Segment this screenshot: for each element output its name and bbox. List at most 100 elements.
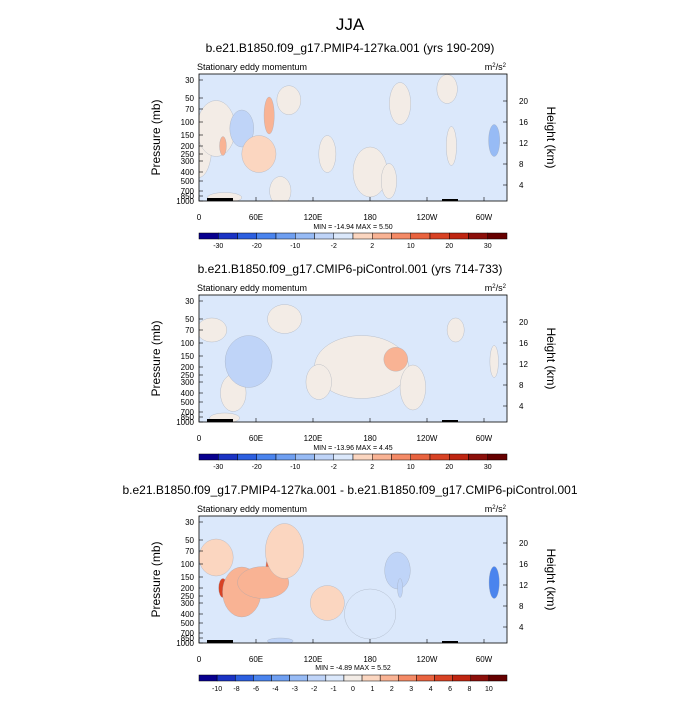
x-tick-label: 60W	[476, 213, 493, 222]
colorbar-box	[295, 232, 315, 240]
y-tick-label: 500	[181, 398, 195, 407]
topography-mask	[442, 199, 458, 201]
colorbar-label: 6	[448, 686, 452, 693]
y-tick-label: 100	[181, 339, 195, 348]
field-contours	[199, 74, 500, 201]
field-blob	[305, 364, 332, 400]
y-axis-title: Pressure (mb)	[149, 541, 163, 617]
field-blob	[267, 637, 294, 643]
field-blob	[488, 124, 500, 157]
colorbar-label: -4	[272, 686, 278, 693]
panel-title: b.e21.B1850.f09_g17.PMIP4-127ka.001 (yrs…	[206, 41, 495, 55]
field-blob	[344, 588, 396, 640]
colorbar-box	[314, 453, 334, 461]
units-label: m2/s2	[485, 283, 507, 293]
field-blob	[199, 317, 227, 343]
field-blob	[219, 136, 227, 156]
field-blob	[383, 347, 408, 372]
min-max-stats: MIN = -14.94 MAX = 5.50	[313, 224, 392, 231]
min-max-stats: MIN = -13.96 MAX = 4.45	[313, 445, 392, 452]
field-blob	[263, 96, 275, 135]
y-tick-label: 200	[181, 584, 195, 593]
y-tick-label: 850	[181, 413, 195, 422]
colorbar-box	[237, 232, 257, 240]
y-tick-label: 1000	[176, 197, 194, 206]
panel-1: b.e21.B1850.f09_g17.PMIP4-127ka.001 (yrs…	[149, 41, 558, 250]
y-right-tick-label: 8	[519, 602, 524, 611]
colorbar-box	[198, 453, 219, 461]
colorbar-label: 10	[407, 464, 415, 471]
y-tick-label: 250	[181, 150, 195, 159]
plot-frame	[198, 294, 508, 423]
colorbar-label: 3	[409, 686, 413, 693]
x-tick-label: 60W	[476, 655, 493, 664]
y-right-tick-label: 8	[519, 381, 524, 390]
page-title: JJA	[336, 15, 365, 34]
field-blob	[381, 163, 397, 199]
y-right-tick-label: 16	[519, 339, 528, 348]
y-axis-title: Pressure (mb)	[149, 320, 163, 396]
colorbar-label: 10	[407, 243, 415, 250]
x-tick-label: 120E	[304, 434, 323, 443]
panel-subtitle: Stationary eddy momentum	[197, 62, 307, 72]
colorbar-label: -20	[252, 243, 262, 250]
colorbar-box	[218, 453, 238, 461]
colorbar: -30 -20 -10 -2 2 10 20 30	[198, 232, 508, 250]
colorbar-label: 2	[370, 464, 374, 471]
y-tick-label: 300	[181, 599, 195, 608]
colorbar-box	[307, 674, 327, 682]
y-tick-label: 700	[181, 408, 195, 417]
colorbar-box	[216, 674, 236, 682]
panel-3: b.e21.B1850.f09_g17.PMIP4-127ka.001 - b.…	[123, 483, 578, 693]
colorbar-label: -20	[252, 464, 262, 471]
y-tick-label: 250	[181, 592, 195, 601]
colorbar-box	[398, 674, 417, 682]
y-tick-label: 700	[181, 629, 195, 638]
field-blob	[318, 135, 337, 173]
topography-mask	[442, 641, 458, 643]
field-blob	[489, 345, 499, 378]
x-tick-label: 60E	[249, 655, 263, 664]
field-blob	[265, 523, 304, 579]
colorbar-label: 0	[351, 686, 355, 693]
min-max-stats: MIN = -4.89 MAX = 5.52	[315, 665, 391, 672]
y-right-tick-label: 12	[519, 139, 528, 148]
colorbar-box	[198, 232, 219, 240]
x-tick-label: 180	[363, 213, 377, 222]
plot-frame	[198, 515, 508, 644]
colorbar-label: 4	[429, 686, 433, 693]
y-right-tick-label: 20	[519, 318, 528, 327]
colorbar: -10 -8 -6 -4 -3 -2 -1 0 1 2 3 4 6 8 10	[198, 674, 508, 693]
y-right-tick-label: 16	[519, 560, 528, 569]
colorbar-box	[325, 674, 345, 682]
field-blob	[269, 176, 292, 201]
field-blob	[397, 578, 403, 598]
colorbar-box	[372, 232, 392, 240]
colorbar-box	[333, 232, 354, 240]
y-right-axis-title: Height (km)	[544, 106, 558, 168]
y-tick-label: 300	[181, 378, 195, 387]
x-tick-label: 60E	[249, 434, 263, 443]
y-tick-label: 300	[181, 157, 195, 166]
colorbar-label: 1	[370, 686, 374, 693]
colorbar-box	[352, 232, 373, 240]
y-axis-title: Pressure (mb)	[149, 99, 163, 175]
x-tick-label: 120W	[417, 655, 438, 664]
y-tick-label: 500	[181, 619, 195, 628]
y-right-tick-label: 20	[519, 539, 528, 548]
y-tick-label: 700	[181, 187, 195, 196]
colorbar-label: -30	[213, 464, 223, 471]
field-blob	[241, 135, 277, 173]
y-tick-label: 30	[185, 76, 194, 85]
y-tick-label: 850	[181, 634, 195, 643]
colorbar-label: -2	[311, 686, 317, 693]
colorbar-box	[487, 453, 508, 461]
colorbar-box	[449, 232, 469, 240]
y-tick-label: 250	[181, 371, 195, 380]
y-tick-label: 50	[185, 536, 194, 545]
y-tick-label: 200	[181, 363, 195, 372]
colorbar-box	[470, 674, 490, 682]
colorbar-box	[410, 453, 431, 461]
